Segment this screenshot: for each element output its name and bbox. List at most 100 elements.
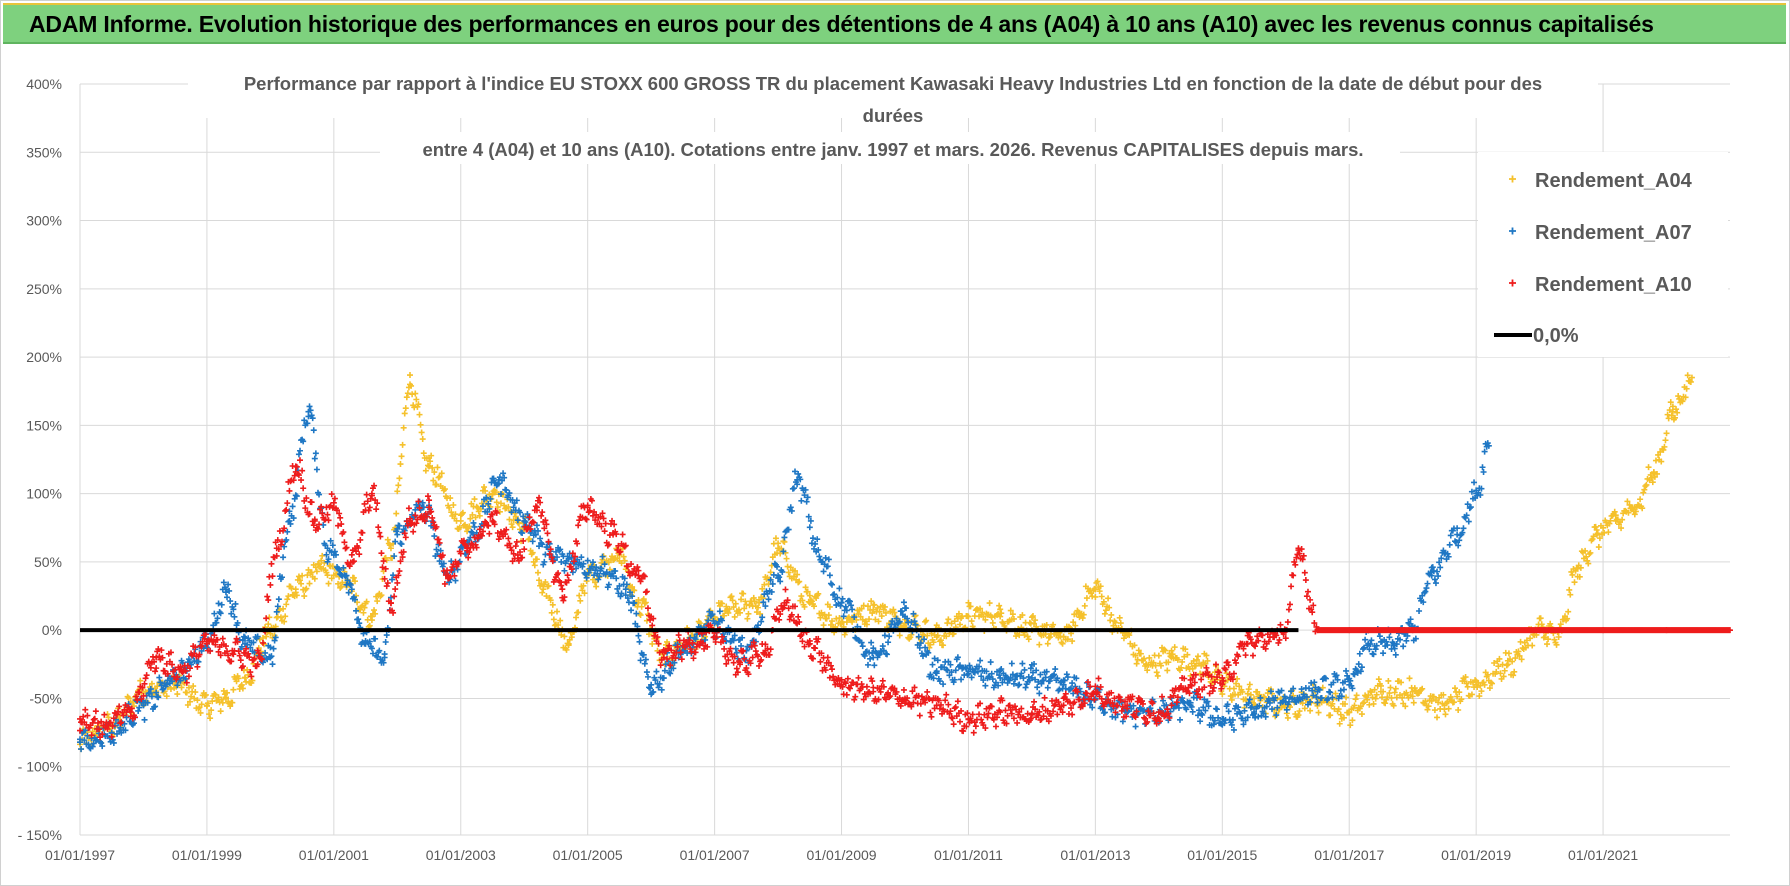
data-point [1577, 564, 1584, 571]
data-point [1669, 408, 1676, 415]
data-point [133, 693, 140, 700]
data-point [1083, 595, 1090, 602]
data-point [628, 592, 635, 599]
data-point [966, 662, 973, 669]
data-point [1241, 707, 1248, 714]
data-point [692, 649, 699, 656]
data-point [240, 633, 247, 640]
data-point [1099, 706, 1106, 713]
data-point [937, 637, 944, 644]
data-point [1687, 378, 1694, 385]
data-point [1641, 486, 1648, 493]
data-point [263, 655, 270, 662]
data-point [1257, 694, 1264, 701]
data-point [1468, 691, 1475, 698]
data-point [184, 701, 191, 708]
data-point [1596, 535, 1603, 542]
data-point [794, 481, 801, 488]
data-point [340, 564, 347, 571]
data-point [185, 684, 192, 691]
data-point [207, 715, 214, 722]
data-point [644, 605, 651, 612]
data-point [656, 680, 663, 687]
data-point [469, 511, 476, 518]
data-point [879, 677, 886, 684]
data-point [1382, 700, 1389, 707]
data-point [1585, 560, 1592, 567]
data-point [1468, 488, 1475, 495]
data-point [988, 614, 995, 621]
data-point [646, 631, 653, 638]
data-point [601, 528, 608, 535]
x-tick-label: 01/01/2017 [1314, 847, 1384, 863]
data-point [390, 572, 397, 579]
data-point [710, 617, 717, 624]
data-point [219, 699, 226, 706]
data-point [653, 668, 660, 675]
data-point [1276, 636, 1283, 643]
data-point [583, 574, 590, 581]
data-point [867, 655, 874, 662]
data-point [1112, 619, 1119, 626]
data-point [809, 535, 816, 542]
data-point [578, 554, 585, 561]
data-point [1014, 719, 1021, 726]
data-point [999, 679, 1006, 686]
data-point [1622, 507, 1629, 514]
data-point [1057, 679, 1064, 686]
data-point [187, 698, 193, 705]
data-point [1009, 671, 1016, 678]
data-point [545, 582, 552, 589]
data-point [185, 656, 192, 663]
legend-label: 0,0% [1533, 325, 1579, 347]
data-point [1430, 693, 1437, 700]
data-point [249, 677, 256, 684]
data-point [363, 598, 370, 605]
data-point [130, 720, 137, 727]
data-point [1352, 696, 1359, 703]
data-point [815, 590, 822, 597]
data-point [524, 511, 531, 518]
data-point [372, 610, 379, 617]
data-point [1076, 685, 1083, 692]
data-point [1146, 654, 1153, 661]
data-point [805, 513, 812, 520]
data-point [1298, 686, 1305, 693]
data-point [997, 606, 1004, 613]
data-point [1073, 675, 1080, 682]
data-point [1175, 704, 1182, 711]
data-point [741, 655, 748, 662]
data-point [1164, 667, 1171, 674]
data-point [521, 517, 528, 524]
data-point [292, 492, 299, 499]
data-point [1230, 685, 1237, 692]
data-point [342, 545, 349, 552]
data-point [1162, 647, 1169, 654]
data-point [317, 563, 324, 570]
data-point [599, 553, 606, 560]
data-point [1362, 636, 1369, 643]
data-point [382, 638, 389, 645]
data-point [1329, 694, 1336, 701]
data-point [1481, 448, 1488, 455]
data-point [520, 513, 527, 520]
data-point [849, 618, 856, 625]
data-point [549, 601, 556, 608]
data-point [1479, 464, 1486, 471]
data-point [128, 705, 135, 712]
data-point [356, 551, 363, 558]
data-point [820, 622, 827, 629]
data-point [1503, 662, 1510, 669]
data-point [483, 494, 490, 501]
data-point [1244, 714, 1251, 721]
data-point [1373, 642, 1380, 649]
data-point [238, 681, 245, 688]
data-point [268, 653, 275, 660]
data-point [304, 420, 311, 427]
data-point [827, 580, 834, 587]
data-point [107, 719, 114, 726]
data-point [603, 569, 610, 576]
data-point [618, 590, 625, 597]
data-point [646, 684, 653, 691]
data-point [269, 573, 276, 580]
